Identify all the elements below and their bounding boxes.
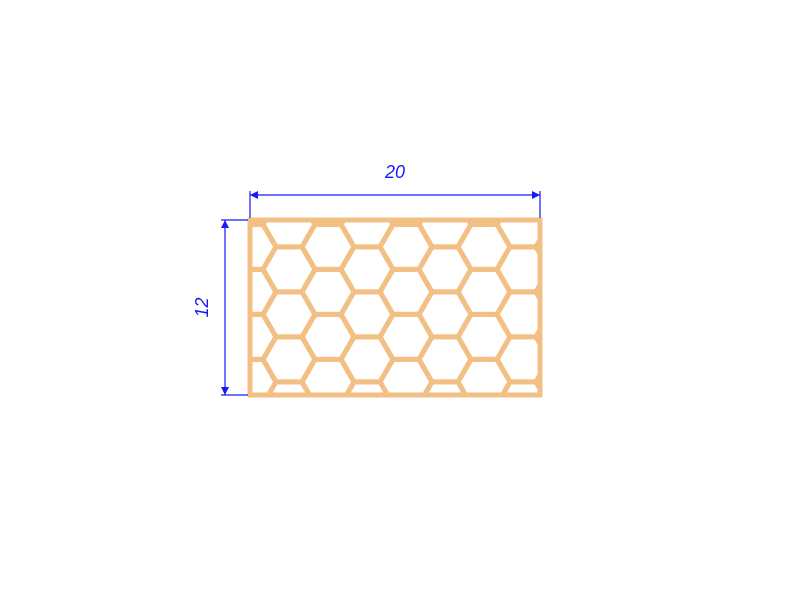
honeycomb-cell bbox=[224, 134, 276, 179]
honeycomb-cell bbox=[536, 269, 588, 314]
honeycomb-cell bbox=[380, 495, 432, 540]
honeycomb-cell bbox=[302, 404, 354, 449]
honeycomb-cell bbox=[614, 269, 666, 314]
honeycomb-cell bbox=[575, 292, 627, 337]
honeycomb-cell bbox=[614, 404, 666, 449]
honeycomb-cell bbox=[614, 359, 666, 404]
honeycomb-cell bbox=[575, 382, 627, 427]
honeycomb-cell bbox=[536, 314, 588, 359]
honeycomb-cell bbox=[575, 427, 627, 472]
honeycomb-cell bbox=[614, 449, 666, 494]
honeycomb-cell bbox=[458, 404, 510, 449]
honeycomb-cell bbox=[302, 449, 354, 494]
honeycomb-cell bbox=[497, 517, 549, 562]
honeycomb-cell bbox=[185, 427, 237, 472]
honeycomb-cell bbox=[614, 314, 666, 359]
honeycomb-cell bbox=[614, 495, 666, 540]
honeycomb-cell bbox=[341, 517, 393, 562]
honeycomb-cell bbox=[458, 134, 510, 179]
honeycomb-cell bbox=[458, 449, 510, 494]
honeycomb-cell bbox=[380, 449, 432, 494]
honeycomb-cell bbox=[302, 134, 354, 179]
honeycomb-cell bbox=[341, 427, 393, 472]
honeycomb-cell bbox=[575, 337, 627, 382]
honeycomb-cell bbox=[575, 472, 627, 517]
honeycomb-cell bbox=[575, 157, 627, 202]
honeycomb-cell bbox=[536, 404, 588, 449]
dim-arrow bbox=[532, 191, 540, 199]
honeycomb-cell bbox=[185, 517, 237, 562]
honeycomb-cell bbox=[614, 224, 666, 269]
honeycomb-cell bbox=[185, 202, 237, 247]
honeycomb-cell bbox=[263, 427, 315, 472]
honeycomb-cell bbox=[224, 449, 276, 494]
honeycomb-cell bbox=[185, 247, 237, 292]
honeycomb-cell bbox=[185, 472, 237, 517]
honeycomb-cell bbox=[224, 495, 276, 540]
honeycomb-cell bbox=[536, 179, 588, 224]
honeycomb-cell bbox=[536, 224, 588, 269]
honeycomb-cell bbox=[185, 337, 237, 382]
dim-label-height: 12 bbox=[192, 297, 212, 317]
honeycomb-cell bbox=[497, 472, 549, 517]
drawing-canvas: 2012 bbox=[0, 0, 800, 600]
honeycomb-cell bbox=[419, 427, 471, 472]
honeycomb-cell bbox=[419, 472, 471, 517]
honeycomb-cell bbox=[458, 495, 510, 540]
honeycomb-cell bbox=[614, 134, 666, 179]
dim-label-width: 20 bbox=[384, 162, 405, 182]
honeycomb-cell bbox=[575, 202, 627, 247]
honeycomb-cell bbox=[341, 472, 393, 517]
honeycomb-cell bbox=[302, 495, 354, 540]
technical-drawing-svg: 2012 bbox=[0, 0, 800, 600]
honeycomb-cell bbox=[536, 495, 588, 540]
honeycomb-cell bbox=[575, 247, 627, 292]
honeycomb-cell bbox=[185, 382, 237, 427]
honeycomb-cell bbox=[224, 404, 276, 449]
honeycomb-cell bbox=[263, 517, 315, 562]
dim-arrow bbox=[221, 387, 229, 395]
honeycomb-cell bbox=[614, 179, 666, 224]
honeycomb-cell bbox=[536, 449, 588, 494]
honeycomb-cell bbox=[536, 134, 588, 179]
honeycomb-cell bbox=[185, 157, 237, 202]
dim-arrow bbox=[221, 220, 229, 228]
honeycomb-cell bbox=[536, 359, 588, 404]
honeycomb-cell bbox=[380, 404, 432, 449]
honeycomb-cell bbox=[419, 517, 471, 562]
honeycomb-cell bbox=[263, 472, 315, 517]
honeycomb-cell bbox=[497, 427, 549, 472]
dim-arrow bbox=[250, 191, 258, 199]
honeycomb-cell bbox=[575, 517, 627, 562]
